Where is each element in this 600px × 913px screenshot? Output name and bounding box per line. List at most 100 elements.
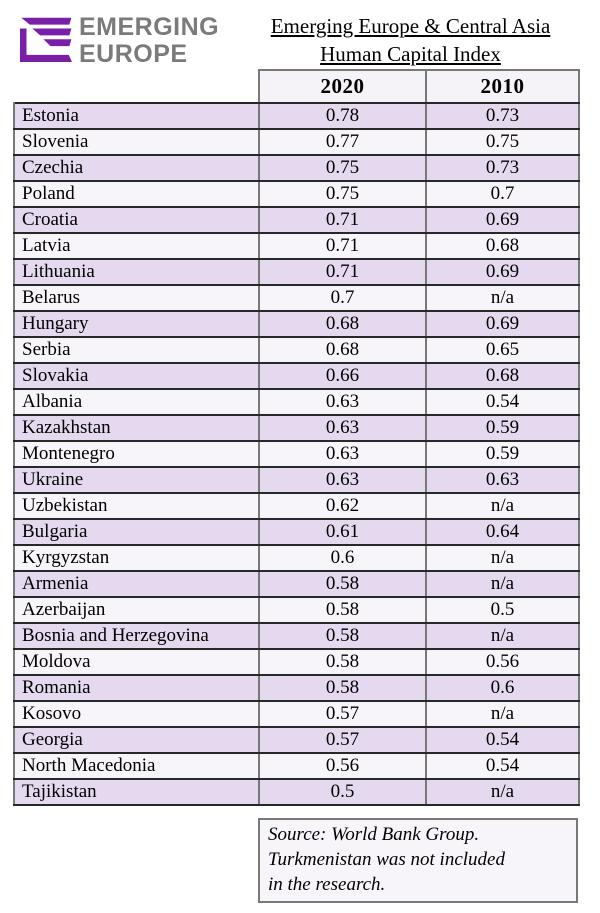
table-row: Bulgaria 0.61 0.64 bbox=[13, 518, 580, 546]
value-2020-cell: 0.71 bbox=[258, 258, 426, 286]
source-note-line-3: in the research. bbox=[268, 874, 386, 895]
value-2010-cell: 0.64 bbox=[425, 518, 580, 546]
value-2020-cell: 0.71 bbox=[258, 232, 426, 260]
table-row: Kyrgyzstan 0.6 n/a bbox=[13, 544, 580, 572]
table-row: Estonia 0.78 0.73 bbox=[13, 102, 580, 130]
value-2020-cell: 0.57 bbox=[258, 726, 426, 754]
value-2020-cell: 0.56 bbox=[258, 752, 426, 780]
value-2020-cell: 0.63 bbox=[258, 466, 426, 494]
country-cell: Kyrgyzstan bbox=[13, 544, 259, 572]
value-2010-cell: n/a bbox=[425, 778, 580, 806]
value-2010-cell: 0.54 bbox=[425, 752, 580, 780]
table-row: Bosnia and Herzegovina 0.58 n/a bbox=[13, 622, 580, 650]
value-2010-cell: 0.69 bbox=[425, 258, 580, 286]
table-row: Poland 0.75 0.7 bbox=[13, 180, 580, 208]
value-2010-cell: 0.63 bbox=[425, 466, 580, 494]
logo-wordmark: EMERGING EUROPE bbox=[79, 14, 219, 68]
country-cell: Romania bbox=[13, 674, 259, 702]
value-2020-cell: 0.58 bbox=[258, 674, 426, 702]
table-row: Hungary 0.68 0.69 bbox=[13, 310, 580, 338]
logo-word-europe: EUROPE bbox=[79, 40, 188, 68]
country-cell: Lithuania bbox=[13, 258, 259, 286]
country-cell: Uzbekistan bbox=[13, 492, 259, 520]
country-cell: Georgia bbox=[13, 726, 259, 754]
country-cell: Bosnia and Herzegovina bbox=[13, 622, 259, 650]
table-row: Moldova 0.58 0.56 bbox=[13, 648, 580, 676]
country-cell: Belarus bbox=[13, 284, 259, 312]
country-cell: Hungary bbox=[13, 310, 259, 338]
value-2020-cell: 0.77 bbox=[258, 128, 426, 156]
table-row: Serbia 0.68 0.65 bbox=[13, 336, 580, 364]
country-cell: Kazakhstan bbox=[13, 414, 259, 442]
value-2020-cell: 0.62 bbox=[258, 492, 426, 520]
country-cell: Slovakia bbox=[13, 362, 259, 390]
table-row: North Macedonia 0.56 0.54 bbox=[13, 752, 580, 780]
source-note: Source: World Bank Group. Turkmenistan w… bbox=[258, 818, 578, 903]
value-2010-cell: 0.59 bbox=[425, 414, 580, 442]
country-cell: Slovenia bbox=[13, 128, 259, 156]
value-2010-cell: 0.7 bbox=[425, 180, 580, 208]
country-cell: Croatia bbox=[13, 206, 259, 234]
table-row: Latvia 0.71 0.68 bbox=[13, 232, 580, 260]
value-2010-cell: n/a bbox=[425, 492, 580, 520]
value-2010-cell: 0.73 bbox=[425, 154, 580, 182]
value-2010-cell: 0.56 bbox=[425, 648, 580, 676]
value-2010-cell: 0.59 bbox=[425, 440, 580, 468]
table-row: Tajikistan 0.5 n/a bbox=[13, 778, 580, 806]
value-2020-cell: 0.78 bbox=[258, 102, 426, 130]
value-2020-cell: 0.58 bbox=[258, 622, 426, 650]
value-2010-cell: 0.69 bbox=[425, 206, 580, 234]
country-cell: North Macedonia bbox=[13, 752, 259, 780]
value-2020-cell: 0.71 bbox=[258, 206, 426, 234]
value-2010-cell: 0.69 bbox=[425, 310, 580, 338]
country-cell: Tajikistan bbox=[13, 778, 259, 806]
table-row: Belarus 0.7 n/a bbox=[13, 284, 580, 312]
table-row: Montenegro 0.63 0.59 bbox=[13, 440, 580, 468]
value-2020-cell: 0.63 bbox=[258, 388, 426, 416]
table-row: Ukraine 0.63 0.63 bbox=[13, 466, 580, 494]
value-2010-cell: 0.54 bbox=[425, 388, 580, 416]
table-row: Armenia 0.58 n/a bbox=[13, 570, 580, 598]
value-2010-cell: 0.5 bbox=[425, 596, 580, 624]
country-cell: Serbia bbox=[13, 336, 259, 364]
table-header: 2020 2010 bbox=[14, 69, 580, 104]
country-cell: Armenia bbox=[13, 570, 259, 598]
value-2020-cell: 0.61 bbox=[258, 518, 426, 546]
country-cell: Ukraine bbox=[13, 466, 259, 494]
country-cell: Latvia bbox=[13, 232, 259, 260]
value-2020-cell: 0.68 bbox=[258, 336, 426, 364]
value-2020-cell: 0.7 bbox=[258, 284, 426, 312]
country-cell: Czechia bbox=[13, 154, 259, 182]
value-2020-cell: 0.58 bbox=[258, 596, 426, 624]
country-cell: Bulgaria bbox=[13, 518, 259, 546]
value-2020-cell: 0.63 bbox=[258, 414, 426, 442]
table-row: Romania 0.58 0.6 bbox=[13, 674, 580, 702]
country-cell: Estonia bbox=[13, 102, 259, 130]
table-row: Kazakhstan 0.63 0.59 bbox=[13, 414, 580, 442]
emerging-europe-logo-icon bbox=[20, 17, 72, 62]
country-cell: Azerbaijan bbox=[13, 596, 259, 624]
value-2010-cell: n/a bbox=[425, 700, 580, 728]
page-title: Emerging Europe & Central Asia Human Cap… bbox=[238, 12, 583, 68]
table-row: Kosovo 0.57 n/a bbox=[13, 700, 580, 728]
table-row: Georgia 0.57 0.54 bbox=[13, 726, 580, 754]
table-row: Croatia 0.71 0.69 bbox=[13, 206, 580, 234]
header-spacer-cell bbox=[14, 70, 259, 103]
country-cell: Moldova bbox=[13, 648, 259, 676]
value-2010-cell: 0.68 bbox=[425, 232, 580, 260]
value-2020-cell: 0.68 bbox=[258, 310, 426, 338]
value-2010-cell: n/a bbox=[425, 284, 580, 312]
value-2020-cell: 0.75 bbox=[258, 154, 426, 182]
value-2020-cell: 0.6 bbox=[258, 544, 426, 572]
page-title-line-1: Emerging Europe & Central Asia bbox=[270, 14, 551, 38]
country-cell: Albania bbox=[13, 388, 259, 416]
country-cell: Montenegro bbox=[13, 440, 259, 468]
country-cell: Poland bbox=[13, 180, 259, 208]
value-2010-cell: 0.54 bbox=[425, 726, 580, 754]
value-2010-cell: 0.68 bbox=[425, 362, 580, 390]
value-2010-cell: 0.75 bbox=[425, 128, 580, 156]
table-row: Czechia 0.75 0.73 bbox=[13, 154, 580, 182]
value-2020-cell: 0.66 bbox=[258, 362, 426, 390]
table-row: Slovakia 0.66 0.68 bbox=[13, 362, 580, 390]
